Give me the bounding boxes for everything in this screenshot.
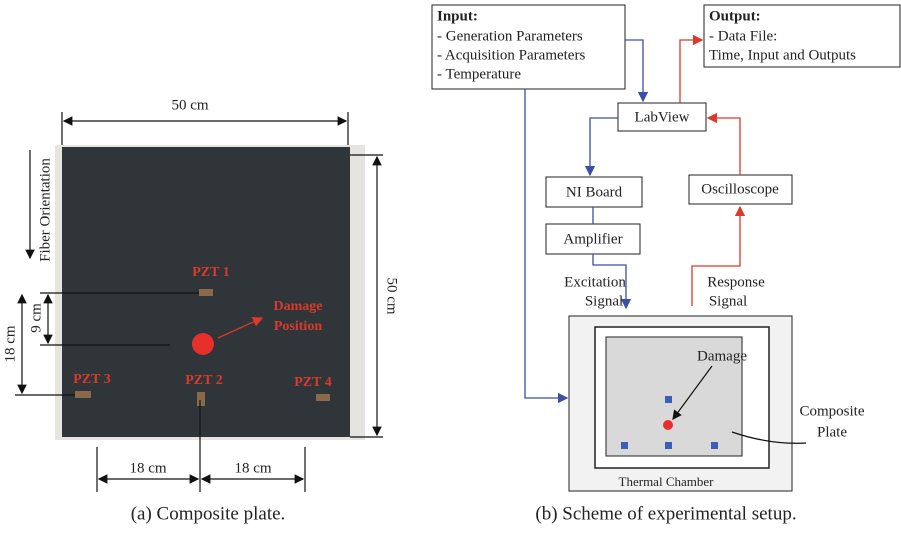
node-label: LabView bbox=[635, 109, 690, 125]
flow-arrow bbox=[692, 207, 740, 306]
damage-dot bbox=[663, 420, 673, 430]
flow-arrow bbox=[625, 40, 643, 101]
damage-label: Damage bbox=[697, 348, 747, 364]
node-label: NI Board bbox=[566, 184, 623, 200]
input-item: - Temperature bbox=[437, 66, 521, 82]
dim-label: 18 cm bbox=[129, 460, 166, 476]
panel-a: 50 cm 50 cm Fiber Orientation 9 cm 18 cm… bbox=[2, 97, 399, 524]
output-item: - Data File: bbox=[709, 28, 777, 44]
damage-label: Damage bbox=[274, 299, 323, 314]
signal-label: Response bbox=[707, 274, 765, 290]
output-title: Output: bbox=[709, 8, 761, 24]
chamber-label: Thermal Chamber bbox=[619, 474, 715, 489]
dim-label: 50 cm bbox=[384, 277, 400, 314]
flow-arrow bbox=[680, 40, 702, 103]
sensor bbox=[621, 442, 628, 449]
figure: 50 cm 50 cm Fiber Orientation 9 cm 18 cm… bbox=[0, 0, 901, 533]
node-label: Amplifier bbox=[563, 231, 622, 247]
plate-label: Plate bbox=[817, 424, 847, 440]
sensor-label: PZT 2 bbox=[185, 373, 222, 388]
sensor bbox=[665, 442, 672, 449]
sensor-label: PZT 4 bbox=[294, 375, 331, 390]
sensor-label: PZT 1 bbox=[192, 265, 229, 280]
node-label: Oscilloscope bbox=[701, 181, 779, 197]
sensor bbox=[665, 396, 672, 403]
damage-dot bbox=[192, 333, 214, 355]
signal-label: Excitation bbox=[564, 274, 626, 290]
dim-label: 50 cm bbox=[171, 97, 208, 113]
plate-label: Composite bbox=[799, 403, 864, 419]
output-item: Time, Input and Outputs bbox=[709, 47, 856, 63]
caption: (a) Composite plate. bbox=[131, 503, 286, 524]
input-item: - Generation Parameters bbox=[437, 28, 583, 44]
signal-label: Signal bbox=[709, 293, 747, 309]
dim-label: 9 cm bbox=[28, 303, 44, 333]
dim-label: 18 cm bbox=[234, 460, 271, 476]
sensor bbox=[197, 392, 205, 406]
input-item: - Acquisition Parameters bbox=[437, 47, 585, 63]
damage-label: Position bbox=[274, 319, 322, 334]
sensor bbox=[199, 289, 213, 296]
signal-label: Signal bbox=[585, 293, 623, 309]
sensor bbox=[75, 391, 91, 398]
input-title: Input: bbox=[437, 8, 478, 24]
fiber-label: Fiber Orientation bbox=[37, 158, 53, 262]
sensor bbox=[316, 394, 330, 401]
sensor-label: PZT 3 bbox=[73, 372, 110, 387]
panel-b: Input: - Generation Parameters - Acquisi… bbox=[432, 5, 900, 524]
flow-arrow bbox=[708, 118, 740, 175]
sensor bbox=[711, 442, 718, 449]
dim-label: 18 cm bbox=[2, 325, 18, 362]
caption: (b) Scheme of experimental setup. bbox=[535, 503, 796, 524]
flow-arrow bbox=[590, 118, 618, 175]
